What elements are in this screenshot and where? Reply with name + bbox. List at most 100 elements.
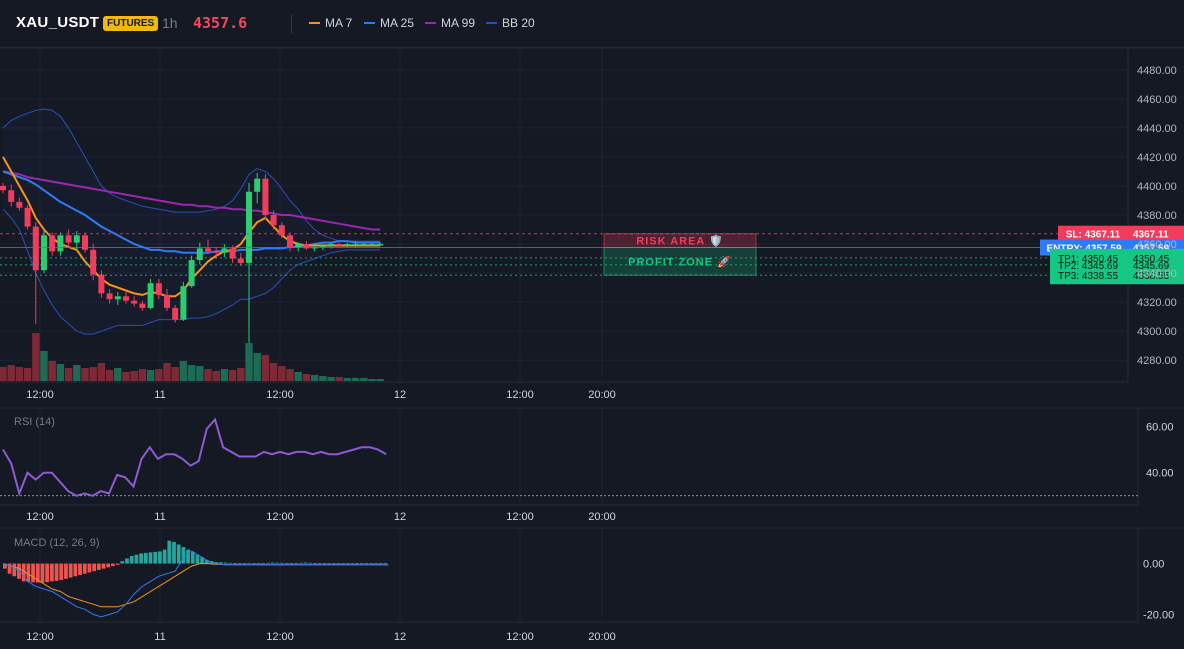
timeframe-selector[interactable]: 1h	[162, 15, 178, 31]
macd-hist-bar-1	[7, 563, 12, 574]
volume-bar-23	[187, 365, 196, 381]
macd-hist-bar-21	[101, 563, 106, 569]
volume-bar-6	[48, 361, 56, 381]
volume-bar-0	[0, 367, 7, 381]
macd-hist-bar-81	[383, 563, 388, 564]
macd-hist-bar-50	[237, 563, 242, 564]
x-tick-2-2: 12:00	[266, 631, 294, 643]
volume-bar-18	[146, 370, 155, 381]
volume-bar-10	[81, 368, 89, 381]
y-tick-8: 4440.00	[1137, 123, 1177, 135]
sl-axis-bg	[1128, 225, 1184, 242]
macd-hist-bar-30	[143, 552, 148, 564]
bollinger-bands	[2, 108, 381, 335]
macd-hist-bar-74	[350, 563, 355, 564]
macd-hist-bar-54	[256, 563, 261, 564]
axis-labels: 4280.00 4300.00 4320.00 4340.00 4360.00 4380.…	[26, 65, 1177, 643]
macd-hist-bar-69	[327, 563, 331, 564]
legend-ma99[interactable]: MA 99	[425, 16, 475, 30]
macd-hist-bar-31	[148, 552, 153, 564]
volume-bar-42	[343, 378, 352, 381]
macd-hist-bar-79	[374, 563, 378, 564]
candle-body-26	[213, 251, 220, 253]
macd-hist-bar-61	[289, 563, 294, 564]
volume-bar-8	[64, 368, 73, 381]
candle-body-41	[336, 244, 343, 246]
tp1-tag: TP1: 4350.45	[1058, 254, 1118, 265]
candle-body-8	[65, 235, 72, 243]
candle-body-7	[57, 235, 64, 252]
risk-area-label: RISK AREA 🛡️	[636, 235, 723, 248]
macd-hist-bar-2	[12, 563, 17, 577]
macd-hist-bar-80	[378, 563, 383, 564]
macd-hist-bar-16	[78, 563, 82, 575]
bb-upper-line	[2, 108, 381, 242]
candle-body-25	[205, 248, 211, 252]
x-tick-2-5: 20:00	[588, 631, 616, 643]
macd-hist-bar-72	[341, 563, 345, 564]
macd-hist-bar-15	[73, 563, 78, 577]
volume-bar-3	[23, 368, 32, 381]
macd-hist-bar-41	[195, 554, 200, 564]
symbol-name[interactable]: XAU_USDT	[16, 14, 100, 31]
macd-hist-bar-53	[251, 563, 256, 564]
candle-body-3	[24, 207, 31, 227]
volume-bar-15	[122, 372, 130, 381]
macd-hist-bar-68	[322, 563, 327, 564]
macd-hist-bar-23	[111, 563, 115, 567]
candle-body-39	[319, 245, 326, 247]
macd-hist-bar-49	[233, 563, 237, 564]
volume-bar-31	[253, 353, 261, 381]
y-tick-5: 4380.00	[1137, 210, 1177, 222]
macd-hist-bar-22	[106, 563, 111, 568]
macd-hist-bar-38	[181, 547, 186, 564]
profit-zone-box	[603, 247, 757, 276]
macd-hist-bar-47	[223, 562, 228, 564]
macd-hist-bar-9	[45, 563, 50, 583]
candle-body-16	[131, 300, 138, 304]
macd-hist-bar-4	[21, 563, 26, 582]
candle-body-30	[246, 191, 252, 263]
candle-body-18	[147, 283, 154, 308]
volume-bar-9	[73, 365, 81, 381]
macd-hist-bar-46	[219, 562, 223, 564]
candle-body-42	[344, 244, 351, 246]
macd-hist-bar-66	[313, 563, 317, 564]
macd-hist-bar-24	[115, 563, 120, 565]
candle-body-20	[164, 294, 170, 308]
x-tick-0-4: 12:00	[506, 389, 534, 401]
legend-ma7-swatch	[309, 22, 320, 24]
macd-hist-bar-64	[303, 562, 308, 564]
volume-bar-38	[310, 375, 319, 381]
volume-bar-25	[204, 369, 212, 381]
candle-body-32	[262, 178, 269, 215]
macd-y-tick-0: -20.00	[1143, 609, 1174, 621]
macd-hist-bar-12	[59, 563, 64, 581]
candle-body-34	[278, 225, 285, 236]
macd-hist-bar-25	[120, 561, 125, 564]
macd-hist-bar-5	[26, 563, 31, 582]
rsi-title: RSI (14)	[14, 416, 55, 428]
x-tick-0-1: 11	[154, 389, 165, 401]
candle-body-0	[0, 185, 6, 191]
macd-hist-bar-11	[54, 563, 59, 581]
x-tick-2-4: 12:00	[506, 631, 534, 643]
legend-ma25[interactable]: MA 25	[364, 16, 414, 30]
volume-bar-30	[245, 343, 253, 381]
macd-hist-bar-51	[242, 563, 247, 564]
legend-ma7[interactable]: MA 7	[309, 16, 352, 30]
rsi-panel: RSI (14) 40.00 60.00	[0, 416, 1174, 497]
macd-hist-bar-60	[284, 563, 289, 564]
legend-bb20[interactable]: BB 20	[486, 16, 535, 30]
macd-hist-bar-33	[158, 551, 162, 564]
candle-body-4	[32, 226, 39, 271]
volume-bar-41	[335, 377, 343, 381]
candle-body-27	[221, 248, 228, 253]
candle-body-40	[328, 244, 334, 246]
x-tick-0-0: 12:00	[26, 389, 54, 401]
y-tick-2: 4320.00	[1137, 297, 1177, 309]
x-tick-0-3: 12	[394, 389, 406, 401]
macd-hist-bar-58	[275, 562, 280, 564]
macd-hist-bar-10	[49, 563, 54, 582]
